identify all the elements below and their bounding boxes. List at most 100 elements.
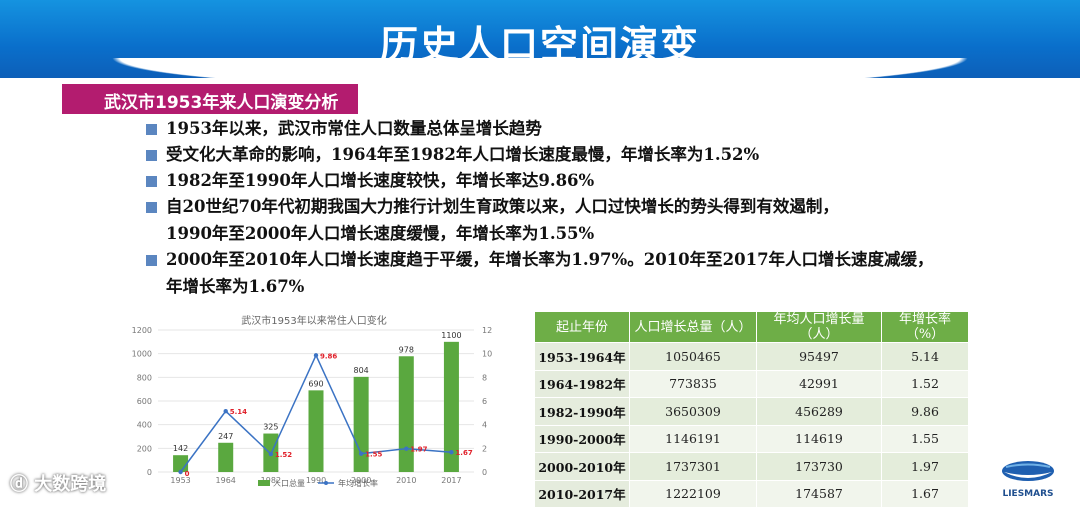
chart-svg: 武汉市1953年以来常住人口变化 0 200 400 600 800 1000 1200 0 2… [132,314,493,488]
watermark: ⓓ 大数跨境 [10,474,107,495]
rate-value-label: 1.52 [275,451,292,459]
bullet-square-icon [146,255,157,266]
y-tick-right: 6 [482,397,487,406]
table-cell-value: 3650309 [629,397,757,426]
rate-point [449,450,454,455]
table-cell-value: 95497 [756,342,882,371]
table-row: 1953-1964年 1050465 95497 5.14 [534,342,969,371]
table-cell-value: 1.55 [881,424,969,453]
rate-value-label: 1.67 [455,449,472,457]
table-cell-value: 456289 [756,397,882,426]
x-tick-label: 1982 [261,476,281,485]
y-tick-left: 0 [147,468,152,477]
table-cell-period: 2010-2017年 [534,479,630,508]
bullet-item: 2000年至2010年人口增长速度趋于平缓，年增长率为1.97%。2010年至2… [146,247,1026,273]
table-header: 人口增长总量（人） [629,311,757,343]
x-tick-label: 1964 [216,476,236,485]
table-cell-period: 1964-1982年 [534,369,630,398]
bullet-item: 1982年至1990年人口增长速度较快，年增长率达9.86% [146,168,1026,194]
rate-point [268,451,274,457]
bullet-square-icon [146,202,157,213]
y-tick-left: 1000 [132,350,152,359]
table-cell-period: 1982-1990年 [534,397,630,426]
bar-value-label: 247 [218,432,233,441]
table-cell-value: 1.67 [881,479,969,508]
rate-value-label: 1.55 [365,451,382,459]
bullet-list: 1953年以来，武汉市常住人口数量总体呈增长趋势 受文化大革命的影响，1964年… [146,116,1026,300]
bullet-square-icon [146,176,157,187]
rate-point [178,469,183,475]
table-header-row: 起止年份 人口增长总量（人） 年均人口增长量（人） 年增长率（%） [534,311,969,343]
bullet-square-icon [146,150,157,161]
table-cell-value: 42991 [756,369,882,398]
section-label: 武汉市1953年来人口演变分析 [104,93,339,113]
table-row: 1982-1990年 3650309 456289 9.86 [534,397,969,426]
table-row: 2010-2017年 1222109 174587 1.67 [534,479,969,508]
y-tick-right: 8 [482,373,487,382]
bar-value-label: 978 [399,345,414,354]
bullet-square-icon [146,124,157,135]
y-tick-right: 4 [482,421,487,430]
table-cell-value: 1222109 [629,479,757,508]
x-tick-label: 1953 [170,476,190,485]
table-row: 1990-2000年 1146191 114619 1.55 [534,424,969,453]
table-row: 1964-1982年 773835 42991 1.52 [534,369,969,398]
rate-value-label: 0 [185,470,190,478]
table-cell-period: 1953-1964年 [534,342,630,371]
chart-bar [353,376,369,472]
y-tick-right: 12 [482,326,492,335]
y-tick-left: 800 [137,373,152,382]
bullet-continuation: 1990年至2000年人口增长速度缓慢，年增长率为1.55% [166,224,595,243]
bullet-item: 自20世纪70年代初期我国大力推行计划生育政策以来，人口过快增长的势头得到有效遏… [146,194,1026,220]
y-tick-left: 600 [137,397,152,406]
chart-bar [218,442,234,472]
legend-label-line: 年均增长率 [338,478,378,488]
table-cell-value: 1.52 [881,369,969,398]
rate-value-label: 5.14 [230,408,247,416]
bullet-item: 受文化大革命的影响，1964年至1982年人口增长速度最慢，年增长率为1.52% [146,142,1026,168]
table-cell-period: 1990-2000年 [534,424,630,453]
table-row: 2000-2010年 1737301 173730 1.97 [534,452,969,481]
rate-value-label: 9.86 [320,352,337,360]
x-tick-label: 2000 [351,476,371,485]
bar-value-label: 142 [173,444,188,453]
table-cell-value: 1737301 [629,452,757,481]
chart-bar [308,390,324,472]
chart-bar [443,341,459,472]
rate-point [313,353,319,358]
x-tick-label: 2010 [396,476,416,485]
bullet-continuation: 年增长率为1.67% [166,277,305,296]
table-header: 起止年份 [534,311,630,343]
rate-point [358,451,364,456]
watermark-logo-icon: ⓓ [10,474,35,495]
table-header: 年增长率（%） [881,311,969,343]
legend-swatch-bar [258,480,270,486]
bar-value-label: 1100 [441,331,461,340]
bar-value-label: 804 [354,366,369,375]
table-cell-value: 773835 [629,369,757,398]
section-label-bar: 武汉市1953年来人口演变分析 [62,84,358,114]
table-cell-value: 1146191 [629,424,757,453]
table-cell-value: 5.14 [881,342,969,371]
y-tick-left: 1200 [132,326,152,335]
rate-point [404,446,409,451]
page-title: 历史人口空间演变 [379,23,700,67]
table-cell-value: 9.86 [881,397,969,426]
chart-title: 武汉市1953年以来常住人口变化 [241,314,386,327]
bar-value-label: 690 [308,379,323,388]
x-tick-label: 2017 [441,476,461,485]
bar-value-label: 325 [263,423,278,432]
population-chart: 武汉市1953年以来常住人口变化 0 200 400 600 800 1000 1200 0 2… [130,312,510,492]
rate-value-label: 1.97 [410,446,427,454]
liesmars-logo: LIESMARS [988,458,1068,500]
y-tick-right: 2 [482,444,487,453]
bullet-item: 1953年以来，武汉市常住人口数量总体呈增长趋势 [146,116,1026,142]
legend-swatch-point [324,481,328,485]
table-header: 年均人口增长量（人） [756,311,882,343]
y-tick-right: 10 [482,350,492,359]
chart-bar [398,356,414,472]
rate-point [223,408,228,414]
table-cell-value: 114619 [756,424,882,453]
table-cell-value: 173730 [756,452,882,481]
growth-table: 起止年份 人口增长总量（人） 年均人口增长量（人） 年增长率（%） 1953-1… [534,311,969,508]
